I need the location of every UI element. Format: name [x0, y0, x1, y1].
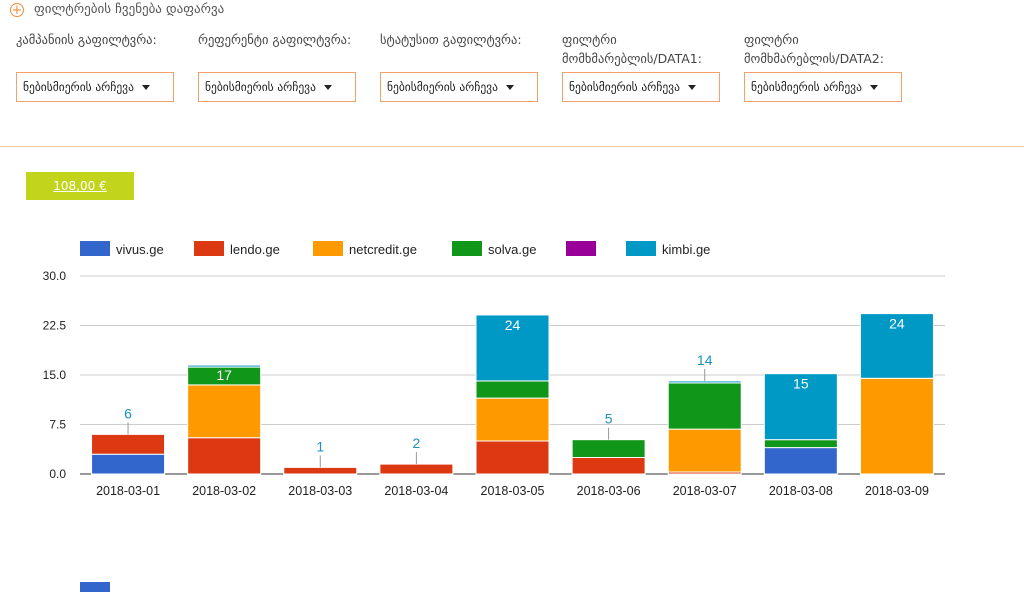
bar-segment: [91, 433, 166, 455]
stacked-bar-chart: vivus.ge lendo.ge netcredit.ge solva.ge kimb…: [43, 241, 945, 498]
filter-status-label: სტატუსით გაფილტვრა:: [380, 32, 522, 47]
filter-data1-select[interactable]: ნებისმიერის არჩევა: [562, 72, 720, 102]
bar-segment: [571, 457, 646, 475]
filter-data1-value: ნებისმიერის არჩევა: [569, 80, 680, 94]
bar-total-label: 5: [605, 411, 613, 427]
x-tick-label: 2018-03-02: [192, 484, 256, 498]
filter-campaign-select[interactable]: ნებისმიერის არჩევა: [16, 72, 174, 102]
filter-status-value: ნებისმიერის არჩევა: [387, 80, 498, 94]
caret-down-icon: [505, 84, 514, 90]
x-tick-label: 2018-03-04: [384, 484, 448, 498]
filter-campaign-label: კამპანიის გაფილტვრა:: [16, 32, 157, 47]
filters-toggle-label: ფილტრების ჩვენება დაფარვა: [34, 2, 225, 17]
bar-segment: [475, 314, 550, 382]
y-tick-label: 22.5: [43, 319, 67, 333]
legend-label: kimbi.ge: [662, 242, 710, 257]
bar-segment: [475, 397, 550, 442]
bar-segment: [283, 466, 358, 475]
bar-total-label: 24: [889, 316, 905, 332]
x-tick-label: 2018-03-06: [577, 484, 641, 498]
bar-total-label: 1: [316, 438, 324, 454]
bar-segment: [187, 437, 262, 475]
legend-swatch: [194, 241, 224, 256]
x-tick-label: 2018-03-01: [96, 484, 160, 498]
plus-circle-icon: +: [10, 2, 24, 18]
legend-label: vivus.ge: [116, 242, 164, 257]
filter-campaign: კამპანიის გაფილტვრა: ნებისმიერის არჩევა: [16, 30, 176, 102]
filter-referent-label: რეფერენტი გაფილტვრა:: [198, 32, 352, 47]
filter-data1-label: ფილტრი მომხმარებლის/DATA1:: [562, 32, 702, 66]
bar-segment: [667, 428, 742, 473]
second-chart-legend-swatch: [80, 582, 110, 592]
legend-swatch: [566, 241, 596, 256]
legend-label: lendo.ge: [230, 242, 280, 257]
y-tick-label: 0.0: [49, 467, 66, 481]
filter-referent-select[interactable]: ნებისმიერის არჩევა: [198, 72, 356, 102]
filter-referent-value: ნებისმიერის არჩევა: [205, 80, 316, 94]
bar-segment: [187, 364, 262, 368]
bar-segment: [379, 463, 454, 475]
x-tick-label: 2018-03-07: [673, 484, 737, 498]
bar-segment: [859, 377, 934, 475]
bar-segment: [667, 382, 742, 430]
legend-label: solva.ge: [488, 242, 536, 257]
x-tick-label: 2018-03-09: [865, 484, 929, 498]
total-amount-link[interactable]: 108,00 €: [53, 179, 107, 193]
y-tick-label: 30.0: [43, 269, 67, 283]
bar-segment: [763, 447, 838, 475]
bar-total-label: 2: [412, 435, 420, 451]
bar-total-label: 24: [505, 317, 521, 333]
bar-segment: [475, 380, 550, 399]
bar-segment: [763, 373, 838, 441]
y-tick-label: 15.0: [43, 368, 67, 382]
bar-segment: [859, 313, 934, 379]
filter-data2-value: ნებისმიერის არჩევა: [751, 80, 862, 94]
filter-data2-label: ფილტრი მომხმარებლის/DATA2:: [744, 32, 884, 66]
legend-swatch: [452, 241, 482, 256]
x-tick-label: 2018-03-08: [769, 484, 833, 498]
filter-campaign-value: ნებისმიერის არჩევა: [23, 80, 134, 94]
x-tick-label: 2018-03-03: [288, 484, 352, 498]
bar-total-label: 15: [793, 376, 809, 392]
bar-segment: [475, 440, 550, 475]
filter-status-select[interactable]: ნებისმიერის არჩევა: [380, 72, 538, 102]
bar-segment: [187, 384, 262, 439]
filter-referent: რეფერენტი გაფილტვრა: ნებისმიერის არჩევა: [198, 30, 358, 102]
caret-down-icon: [869, 84, 878, 90]
legend-label: netcredit.ge: [349, 242, 417, 257]
legend-swatch: [313, 241, 343, 256]
caret-down-icon: [141, 84, 150, 90]
bar-segment: [667, 380, 742, 384]
filters-toggle[interactable]: + ფილტრების ჩვენება დაფარვა: [10, 2, 224, 17]
bar-total-label: 17: [216, 367, 232, 383]
filter-status: სტატუსით გაფილტვრა: ნებისმიერის არჩევა: [380, 30, 540, 102]
x-tick-label: 2018-03-05: [481, 484, 545, 498]
caret-down-icon: [323, 84, 332, 90]
bar-total-label: 14: [697, 352, 713, 368]
bar-total-label: 6: [124, 405, 132, 421]
caret-down-icon: [687, 84, 696, 90]
legend-swatch: [80, 241, 110, 256]
bar-segment: [571, 439, 646, 458]
filter-data2: ფილტრი მომხმარებლის/DATA2: ნებისმიერის ა…: [744, 30, 904, 102]
section-divider: [0, 146, 1024, 147]
bar-segment: [91, 453, 166, 475]
filter-data2-select[interactable]: ნებისმიერის არჩევა: [744, 72, 902, 102]
filter-data1: ფილტრი მომხმარებლის/DATA1: ნებისმიერის ა…: [562, 30, 722, 102]
legend-swatch: [626, 241, 656, 256]
y-tick-label: 7.5: [49, 418, 66, 432]
bar-segment: [763, 439, 838, 449]
total-amount-badge: 108,00 €: [26, 172, 134, 200]
